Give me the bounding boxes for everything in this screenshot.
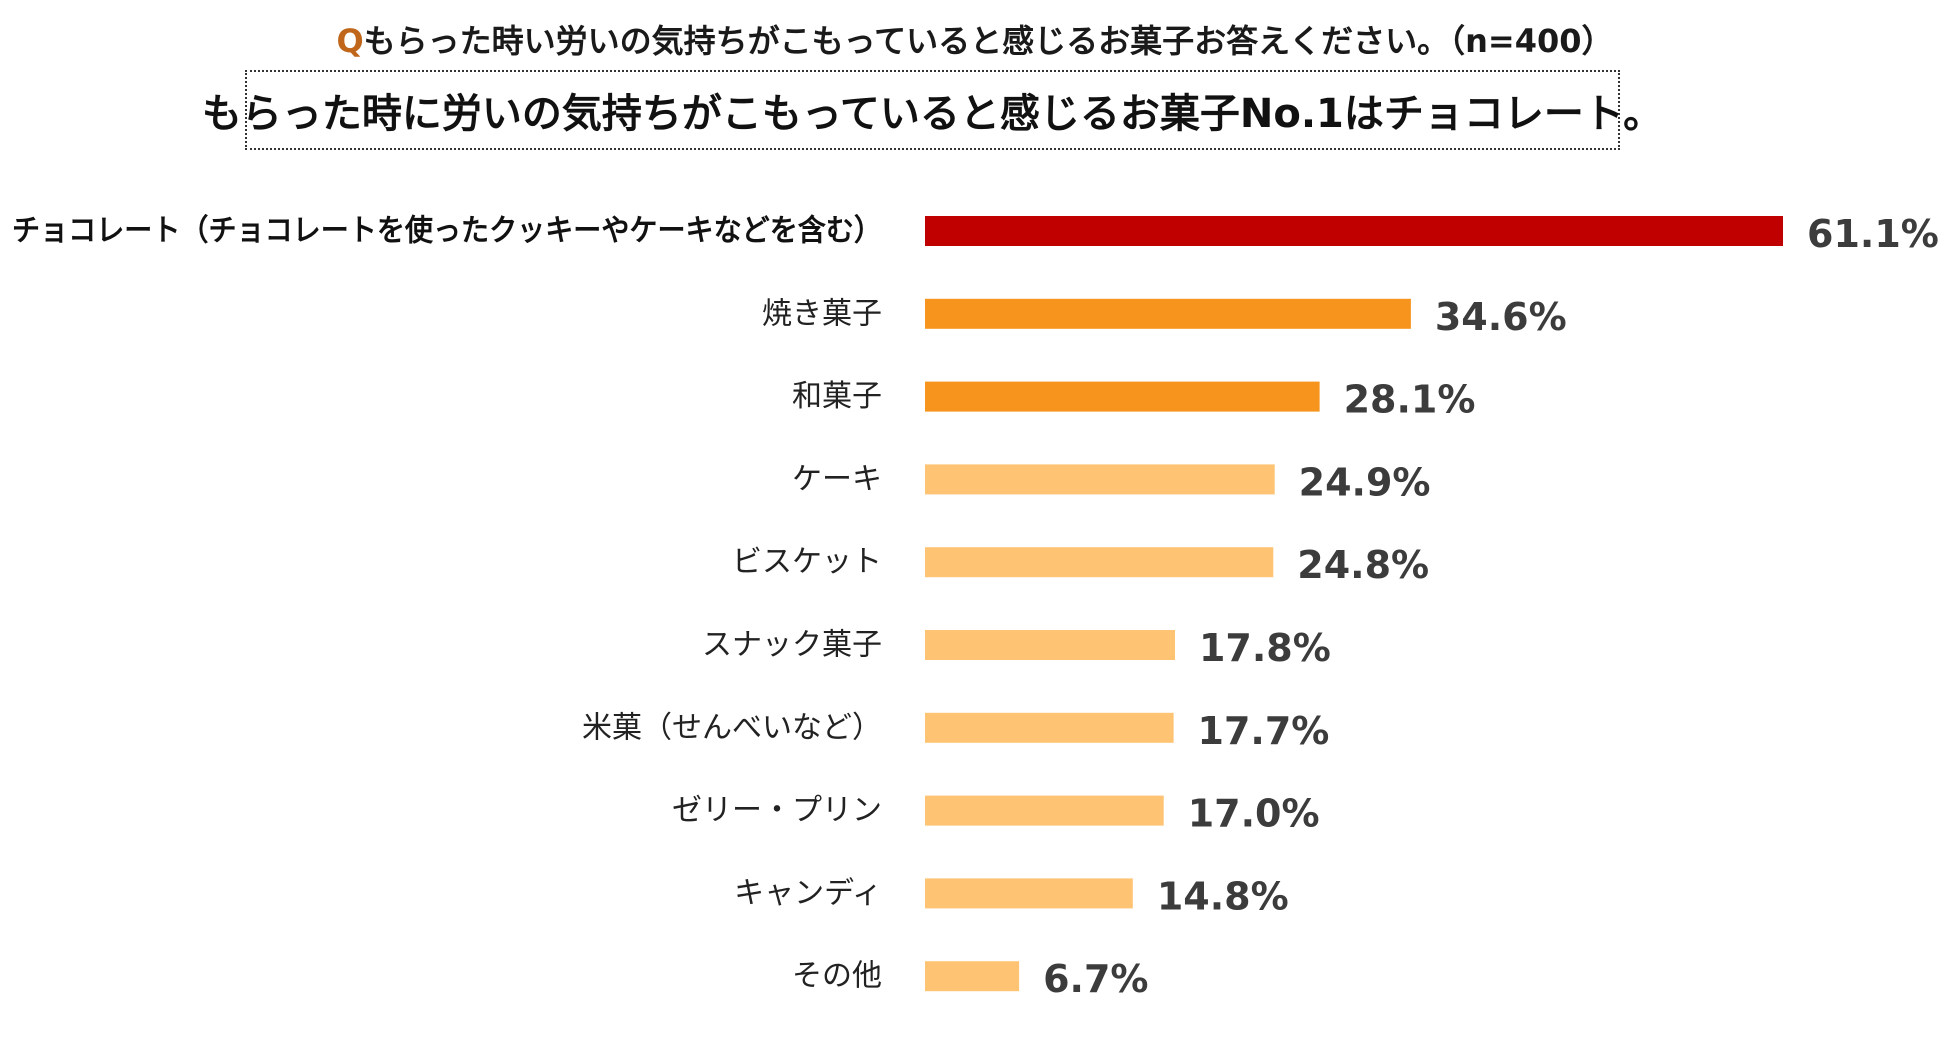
value-label: 14.8% — [1157, 874, 1289, 918]
category-label: ビスケット — [732, 545, 882, 580]
bar — [925, 795, 1164, 826]
category-label: 和菓子 — [792, 379, 882, 414]
headline-text: もらった時に労いの気持ちがこもっていると感じるお菓子No.1はチョコレート。 — [201, 91, 1664, 137]
value-label: 24.8% — [1297, 543, 1429, 587]
bar — [925, 464, 1275, 495]
question-prefix: Q — [336, 22, 364, 60]
bar — [925, 712, 1174, 743]
bar — [925, 961, 1020, 992]
value-label: 24.9% — [1299, 460, 1431, 504]
bar — [925, 216, 1783, 246]
value-label: 17.0% — [1188, 792, 1320, 836]
value-label: 6.7% — [1043, 957, 1148, 1001]
category-label: 米菓（せんべいなど） — [582, 710, 882, 745]
category-label: その他 — [792, 959, 882, 994]
value-label: 17.7% — [1198, 709, 1330, 753]
category-label: チョコレート（チョコレートを使ったクッキーやケーキなどを含む） — [12, 214, 882, 249]
bar — [925, 547, 1274, 578]
question-text: Qもらった時い労いの気持ちがこもっていると感じるお菓子お答えください。（n=40… — [0, 16, 1950, 62]
bar — [925, 298, 1411, 329]
value-label: 17.8% — [1199, 626, 1331, 670]
question-body: もらった時い労いの気持ちがこもっていると感じるお菓子お答えください。（n=400… — [363, 22, 1614, 60]
headline-box: もらった時に労いの気持ちがこもっていると感じるお菓子No.1はチョコレート。 — [202, 70, 1663, 150]
category-label: キャンディ — [734, 876, 882, 911]
category-label: ケーキ — [792, 462, 882, 497]
category-label: ゼリー・プリン — [672, 793, 882, 828]
value-label: 34.6% — [1435, 295, 1567, 339]
category-label: 焼き菓子 — [762, 296, 882, 331]
value-label: 28.1% — [1344, 378, 1476, 422]
value-label: 61.1% — [1807, 212, 1939, 256]
bar — [925, 381, 1320, 412]
bar — [925, 878, 1133, 909]
category-label: スナック菓子 — [702, 628, 882, 663]
bar — [925, 630, 1175, 660]
